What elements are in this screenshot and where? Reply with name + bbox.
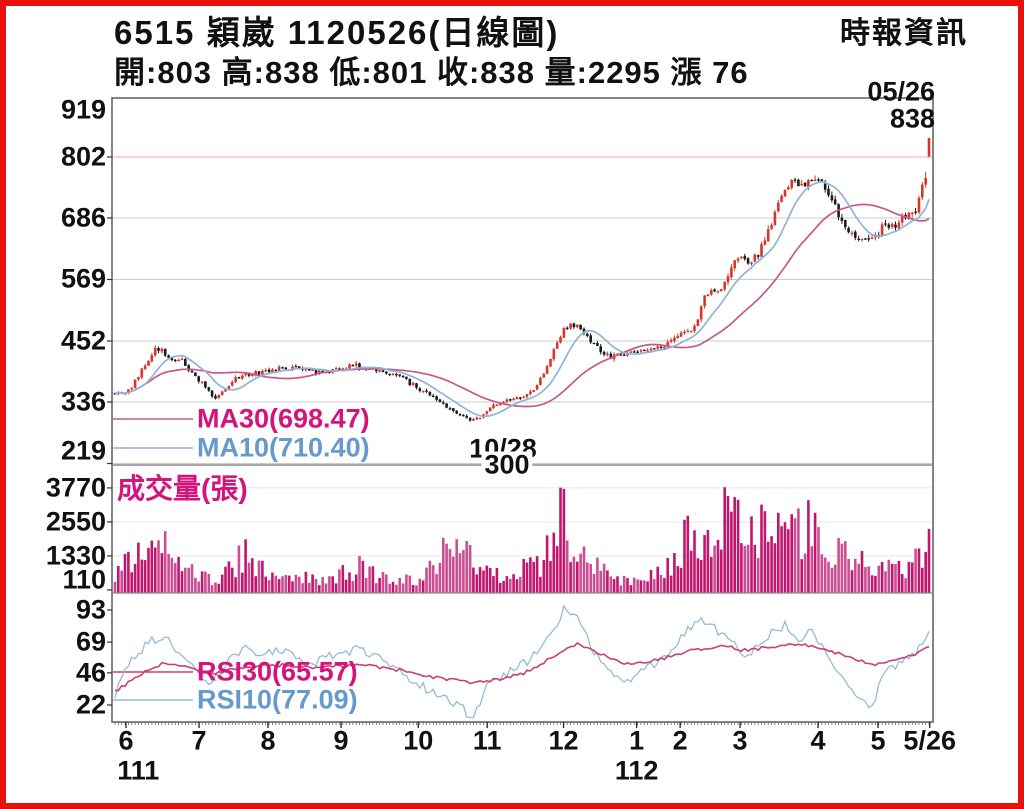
ohlc-quote-line: 開:803 高:838 低:801 收:838 量:2295 漲 76: [114, 55, 749, 90]
low-price-annotation: 300: [481, 451, 533, 479]
price-ytick-336: 336: [60, 386, 106, 417]
volume-ytick-2550: 2550: [45, 506, 106, 537]
rsi-ytick-93: 93: [75, 594, 106, 625]
xtick-9: 9: [333, 725, 349, 756]
chart-title: 6515 穎崴 1120526(日線圖): [114, 14, 560, 51]
price-ytick-569: 569: [60, 263, 106, 294]
last-date-annotation: 05/26: [867, 76, 935, 107]
xtick-5/26: 5/26: [903, 725, 956, 756]
year-label-112: 112: [614, 755, 659, 786]
xtick-11: 11: [472, 725, 502, 756]
rsi-ytick-46: 46: [75, 657, 106, 688]
xtick-3: 3: [732, 725, 748, 756]
price-ytick-802: 802: [60, 141, 106, 172]
price-ytick-219: 219: [60, 435, 106, 466]
year-label-111: 111: [117, 755, 160, 786]
xtick-7: 7: [191, 725, 207, 756]
xtick-10: 10: [403, 725, 434, 756]
xtick-5: 5: [870, 725, 886, 756]
price-ytick-452: 452: [60, 325, 106, 356]
volume-ytick-110: 110: [62, 564, 106, 595]
xtick-1: 1: [629, 725, 645, 756]
xtick-12: 12: [548, 725, 579, 756]
rsi10-legend-label: RSI10(77.09): [197, 684, 358, 715]
ma10-legend-label: MA10(710.40): [197, 432, 370, 463]
xtick-8: 8: [260, 725, 276, 756]
xtick-2: 2: [672, 725, 688, 756]
xtick-6: 6: [118, 725, 134, 756]
last-price-annotation: 838: [889, 103, 935, 134]
price-ytick-686: 686: [60, 202, 106, 233]
volume-panel-label: 成交量(張): [117, 473, 248, 504]
rsi30-legend-label: RSI30(65.57): [197, 656, 358, 687]
price-ytick-919: 919: [60, 94, 106, 125]
rsi-ytick-22: 22: [75, 689, 106, 720]
volume-ytick-1330: 1330: [45, 540, 106, 571]
rsi-ytick-69: 69: [75, 626, 106, 657]
volume-ytick-3770: 3770: [45, 472, 106, 503]
ma30-legend-label: MA30(698.47): [197, 403, 370, 434]
data-source-label: 時報資訊: [840, 17, 968, 50]
xtick-4: 4: [810, 725, 826, 756]
